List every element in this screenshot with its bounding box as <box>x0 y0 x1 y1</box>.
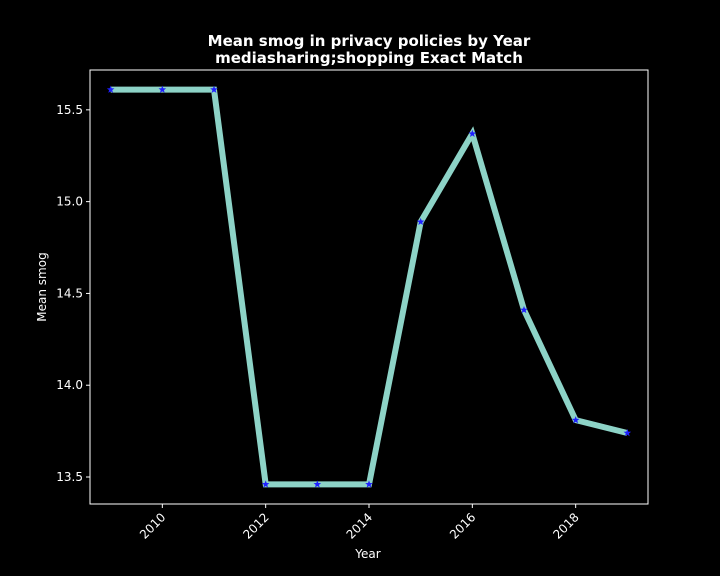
data-point-2010 <box>158 85 167 93</box>
data-point-2015 <box>416 217 425 226</box>
y-tick-label-15.5: 15.5 <box>56 103 83 117</box>
chart-title-line-2: mediasharing;shopping Exact Match <box>215 49 523 67</box>
y-tick-label-15.0: 15.0 <box>56 195 83 209</box>
data-point-2014 <box>365 480 373 488</box>
data-point-2011 <box>210 85 218 93</box>
plot-area-frame <box>89 69 649 505</box>
data-point-2018 <box>571 416 580 424</box>
x-tick-label-2010: 2010 <box>137 510 168 541</box>
chart-title-line-1: Mean smog in privacy policies by Year <box>208 32 531 50</box>
data-point-2013 <box>313 480 322 488</box>
data-point-2012 <box>261 480 270 488</box>
series-line <box>110 86 629 488</box>
x-tick-label-2014: 2014 <box>344 510 375 541</box>
y-tick-label-14.0: 14.0 <box>56 378 83 392</box>
y-tick-label-14.5: 14.5 <box>56 286 83 300</box>
x-tick-label-2016: 2016 <box>447 510 478 541</box>
y-axis: 13.5 14.0 14.5 15.0 15.5 <box>56 103 90 484</box>
x-axis: 2010 2012 2014 2016 2018 <box>137 504 582 542</box>
data-point-2019 <box>623 428 632 437</box>
x-axis-label: Year <box>354 547 380 561</box>
x-tick-label-2018: 2018 <box>550 510 581 541</box>
data-point-2009 <box>106 85 115 93</box>
x-tick-label-2012: 2012 <box>240 510 271 541</box>
data-point-2017 <box>520 305 528 314</box>
y-tick-label-13.5: 13.5 <box>56 470 83 484</box>
y-axis-label: Mean smog <box>35 252 49 321</box>
data-point-2016 <box>468 129 477 137</box>
series-markers <box>106 85 632 488</box>
